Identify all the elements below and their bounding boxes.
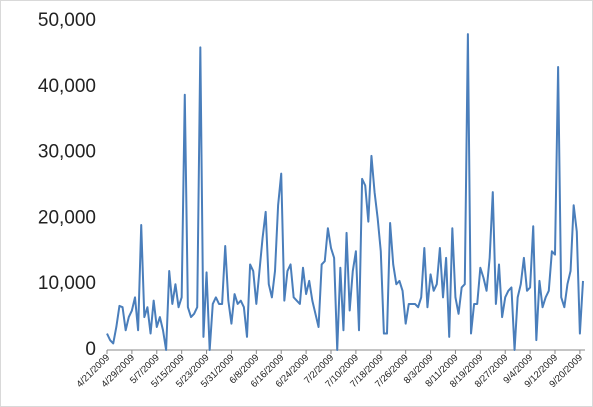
y-tick-label: 20,000 <box>38 207 96 228</box>
y-tick-label: 30,000 <box>38 142 96 163</box>
y-tick-label: 40,000 <box>38 76 96 97</box>
y-tick-label: 0 <box>85 339 96 360</box>
y-tick-label: 10,000 <box>38 273 96 294</box>
y-tick-label: 50,000 <box>38 10 96 31</box>
data-line <box>106 33 584 351</box>
